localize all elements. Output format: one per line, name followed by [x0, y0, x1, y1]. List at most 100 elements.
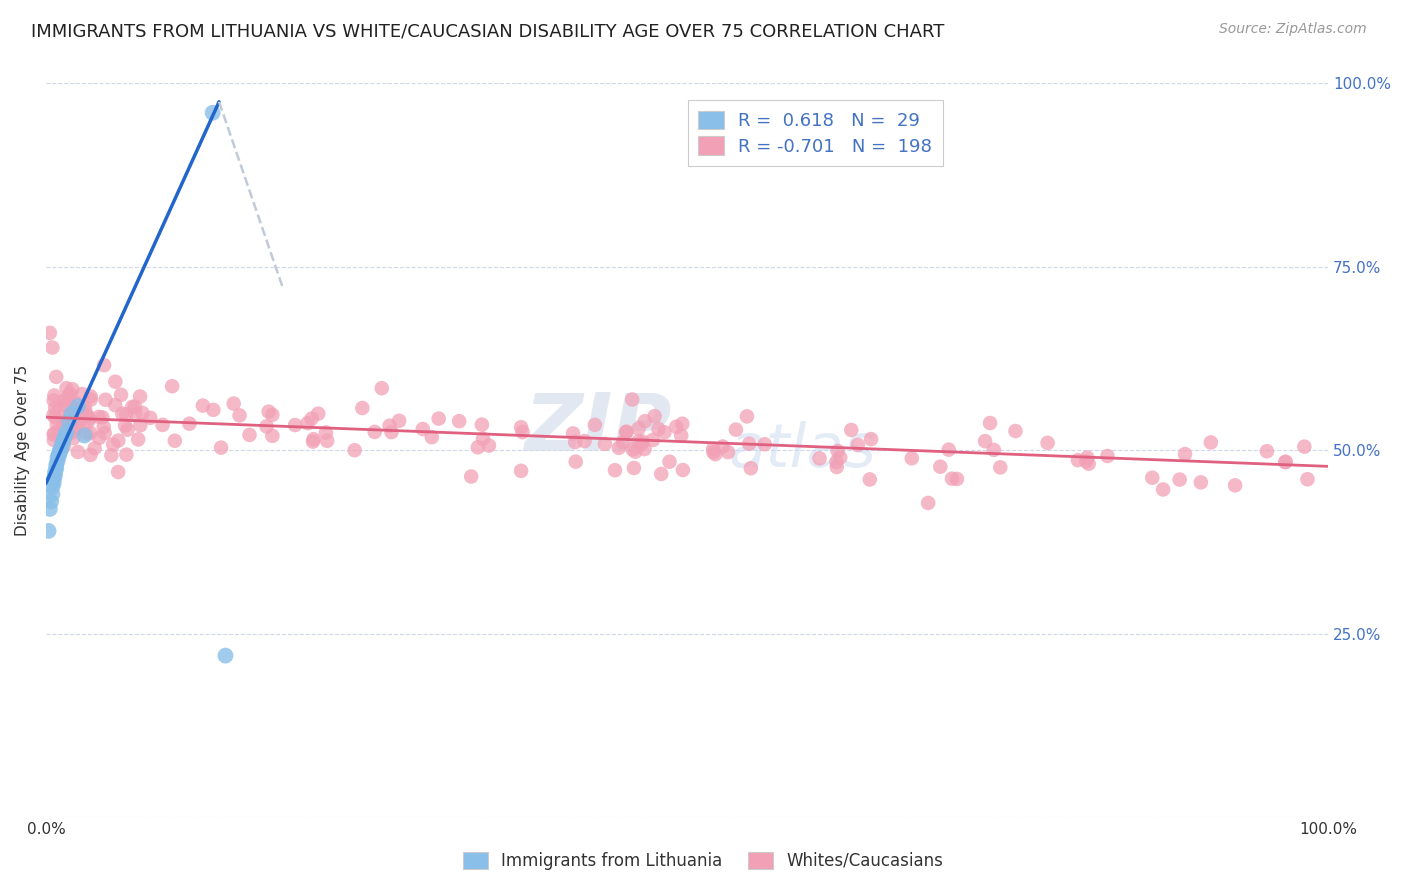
Point [51, 442, 73, 456]
Point [1274, 455, 1296, 469]
Point [131, 406, 153, 420]
Point [55, 425, 77, 439]
Point [974, 434, 997, 449]
Point [44, 401, 66, 415]
Point [46, 454, 69, 468]
Text: atlas: atlas [728, 421, 876, 480]
Point [69, 414, 91, 428]
Point [52, 432, 75, 446]
Point [70, 387, 93, 401]
Point [363, 425, 385, 439]
Point [647, 422, 669, 436]
Point [83, 442, 105, 456]
Point [672, 463, 695, 477]
Point [115, 448, 138, 462]
Point [104, 398, 127, 412]
Text: ZIP: ZIP [523, 389, 671, 467]
Point [53, 399, 76, 413]
Point [724, 423, 747, 437]
Point [66, 399, 89, 413]
Point [612, 435, 634, 450]
Point [179, 417, 201, 431]
Point [704, 447, 727, 461]
Point [110, 388, 132, 402]
Legend: R =  0.618   N =  29, R = -0.701   N =  198: R = 0.618 N = 29, R = -0.701 N = 198 [688, 100, 943, 167]
Point [284, 418, 307, 433]
Point [634, 414, 657, 428]
Point [1076, 450, 1098, 465]
Point [412, 422, 434, 436]
Point [633, 442, 655, 456]
Point [41, 480, 63, 494]
Point [644, 409, 666, 424]
Point [42, 408, 65, 422]
Point [983, 442, 1005, 457]
Point [654, 425, 676, 440]
Point [616, 425, 638, 439]
Point [67, 418, 90, 433]
Point [42, 476, 65, 491]
Point [449, 414, 471, 428]
Point [627, 421, 650, 435]
Point [49, 443, 72, 458]
Y-axis label: Disability Age Over 75: Disability Age Over 75 [15, 365, 30, 536]
Point [717, 445, 740, 459]
Point [302, 434, 325, 449]
Point [1223, 478, 1246, 492]
Point [73, 428, 96, 442]
Point [51, 440, 73, 454]
Point [214, 648, 236, 663]
Point [52, 417, 75, 431]
Point [315, 425, 337, 440]
Point [73, 404, 96, 418]
Point [1036, 435, 1059, 450]
Point [301, 411, 323, 425]
Point [740, 461, 762, 475]
Point [129, 418, 152, 433]
Point [63, 403, 86, 417]
Point [658, 455, 681, 469]
Point [257, 404, 280, 418]
Point [562, 426, 585, 441]
Point [510, 420, 533, 434]
Point [60, 407, 83, 421]
Point [859, 472, 882, 486]
Point [650, 467, 672, 481]
Point [56, 392, 79, 407]
Point [630, 437, 652, 451]
Point [52, 436, 75, 450]
Point [316, 434, 339, 448]
Point [45, 369, 67, 384]
Point [917, 496, 939, 510]
Point [510, 464, 533, 478]
Point [941, 472, 963, 486]
Point [671, 417, 693, 431]
Point [53, 428, 76, 442]
Point [42, 426, 65, 441]
Point [87, 431, 110, 445]
Point [65, 422, 87, 436]
Point [45, 461, 67, 475]
Point [59, 389, 82, 403]
Point [48, 449, 70, 463]
Point [42, 393, 65, 408]
Point [91, 410, 114, 425]
Point [76, 415, 98, 429]
Point [62, 424, 84, 438]
Point [623, 461, 645, 475]
Point [65, 402, 87, 417]
Point [124, 407, 146, 421]
Point [38, 326, 60, 340]
Point [69, 408, 91, 422]
Point [1174, 447, 1197, 461]
Point [702, 445, 724, 459]
Point [129, 390, 152, 404]
Point [238, 428, 260, 442]
Point [58, 408, 80, 422]
Point [378, 418, 401, 433]
Point [66, 445, 89, 459]
Point [115, 408, 138, 422]
Point [63, 395, 86, 409]
Point [75, 426, 97, 441]
Point [420, 430, 443, 444]
